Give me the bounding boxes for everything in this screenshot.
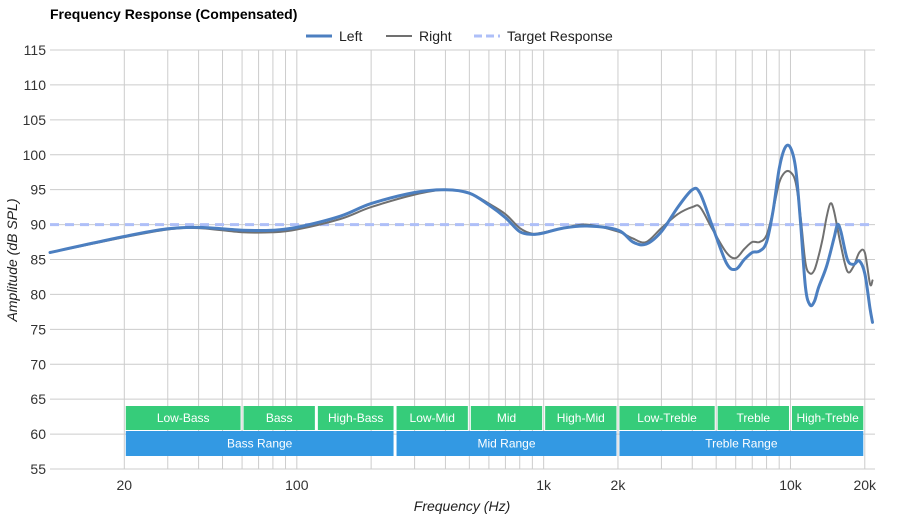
band-high-treble	[791, 406, 864, 430]
y-tick-label: 80	[30, 286, 46, 302]
x-tick-label: 1k	[536, 477, 552, 493]
series-line-left	[48, 143, 874, 324]
tick-labels: 55 60 65 70 75 80 85 90 95 100 105 110 115 20 100 1k 2k 1…	[23, 42, 877, 493]
band-label: Bass Range	[227, 437, 293, 451]
x-axis-label: Frequency (Hz)	[414, 498, 510, 514]
band-label: Mid	[497, 411, 516, 425]
x-tick-label: 2k	[611, 477, 627, 493]
y-tick-label: 65	[30, 391, 46, 407]
y-tick-label: 115	[24, 42, 47, 58]
band-treble-range	[619, 431, 864, 456]
x-tick-label: 20k	[853, 477, 877, 493]
band-label: Low-Treble	[637, 411, 697, 425]
y-axis-label: Amplitude (dB SPL)	[4, 199, 20, 323]
range-bands: Low-Bass Bass High-Bass Low-Mid Mid High-Mid L…	[125, 406, 864, 456]
band-treble	[717, 406, 789, 430]
band-label: Treble	[737, 411, 771, 425]
band-low-mid	[396, 406, 468, 430]
band-low-treble	[619, 406, 715, 430]
y-tick-label: 95	[30, 182, 46, 198]
chart-title: Frequency Response (Compensated)	[50, 6, 297, 22]
legend-entry: Left	[339, 28, 362, 44]
band-bass	[243, 406, 315, 430]
band-mid	[470, 406, 543, 430]
y-tick-label: 75	[30, 321, 46, 337]
y-tick-label: 105	[23, 112, 47, 128]
band-label: High-Treble	[797, 411, 860, 425]
band-label: High-Mid	[557, 411, 605, 425]
band-label: High-Bass	[328, 411, 383, 425]
band-mid-range	[396, 431, 617, 456]
band-high-mid	[545, 406, 617, 430]
series-lines	[48, 143, 874, 324]
band-low-bass	[125, 406, 241, 430]
x-tick-label: 10k	[779, 477, 803, 493]
y-tick-label: 100	[23, 147, 47, 163]
band-label: Low-Mid	[410, 411, 455, 425]
x-tick-label: 20	[117, 477, 133, 493]
band-high-bass	[317, 406, 394, 430]
y-tick-label: 85	[30, 252, 46, 268]
band-label: Mid Range	[477, 437, 535, 451]
band-bass-range	[125, 431, 394, 456]
legend-entry: Target Response	[507, 28, 613, 44]
legend: Left Right Target Response	[306, 28, 613, 44]
y-tick-label: 60	[30, 426, 46, 442]
y-tick-label: 90	[30, 217, 46, 233]
y-tick-label: 110	[24, 77, 47, 93]
x-tick-label: 100	[285, 477, 309, 493]
band-label: Treble Range	[705, 437, 778, 451]
y-tick-label: 55	[30, 461, 46, 477]
band-label: Low-Bass	[157, 411, 210, 425]
band-label: Bass	[266, 411, 293, 425]
legend-entry: Right	[419, 28, 452, 44]
y-tick-label: 70	[30, 356, 46, 372]
